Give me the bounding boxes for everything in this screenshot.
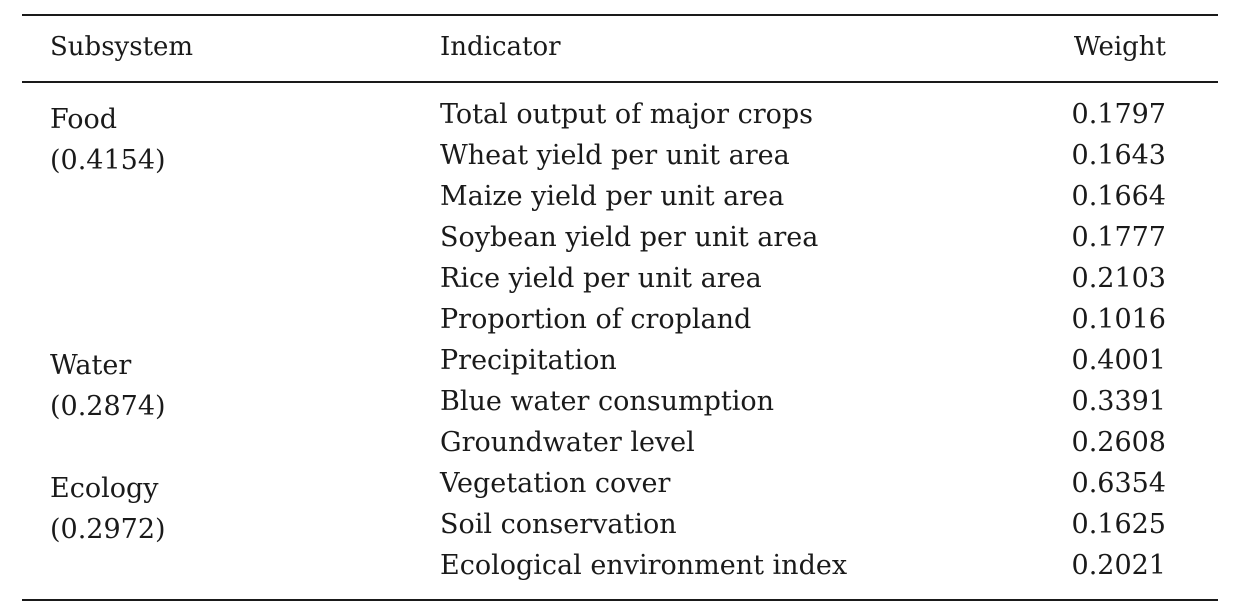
indicator-cell: Soybean yield per unit area [440,222,819,253]
indicator-cell: Total output of major crops [440,99,814,130]
indicator-cell: Ecological environment index [440,550,848,581]
table-row: Proportion of cropland 0.1016 [22,304,1218,349]
weight-cell: 0.4001 [1071,345,1166,376]
weight-cell: 0.2608 [1071,427,1166,458]
table-row: Rice yield per unit area 0.2103 [22,263,1218,308]
table-row: Maize yield per unit area 0.1664 [22,181,1218,226]
table-body: Total output of major crops 0.1797 Wheat y… [22,83,1218,599]
weight-cell: 0.1643 [1071,140,1166,171]
subsystem-weight: (0.2972) [50,514,166,545]
subsystem-name: Food [50,104,118,135]
table-row: Vegetation cover 0.6354 [22,468,1218,513]
indicator-cell: Wheat yield per unit area [440,140,790,171]
table-row: Blue water consumption 0.3391 [22,386,1218,431]
table-bottom-rule [22,599,1218,601]
header-indicator: Indicator [440,32,561,62]
table-header-rule [22,81,1218,83]
indicator-cell: Soil conservation [440,509,677,540]
table-row: Soybean yield per unit area 0.1777 [22,222,1218,267]
table-row: Wheat yield per unit area 0.1643 [22,140,1218,185]
subsystem-name: Ecology [50,473,159,504]
weight-cell: 0.1625 [1071,509,1166,540]
table-top-rule [22,14,1218,16]
weight-cell: 0.1016 [1071,304,1166,335]
indicator-cell: Blue water consumption [440,386,774,417]
weight-cell: 0.1664 [1071,181,1166,212]
weight-cell: 0.1777 [1071,222,1166,253]
weight-cell: 0.1797 [1071,99,1166,130]
indicator-cell: Groundwater level [440,427,695,458]
table-row: Ecological environment index 0.2021 [22,550,1218,595]
header-weight: Weight [1073,32,1166,62]
weight-cell: 0.3391 [1071,386,1166,417]
weight-cell: 0.6354 [1071,468,1166,499]
indicator-cell: Rice yield per unit area [440,263,762,294]
indicator-cell: Maize yield per unit area [440,181,785,212]
weight-cell: 0.2021 [1071,550,1166,581]
weight-cell: 0.2103 [1071,263,1166,294]
indicator-cell: Proportion of cropland [440,304,752,335]
table-row: Total output of major crops 0.1797 [22,99,1218,144]
indicator-cell: Vegetation cover [440,468,671,499]
subsystem-name: Water [50,350,132,381]
subsystem-weight: (0.2874) [50,391,166,422]
header-subsystem: Subsystem [50,32,194,62]
table-row: Precipitation 0.4001 [22,345,1218,390]
table-row: Groundwater level 0.2608 [22,427,1218,472]
indicator-weight-table: Subsystem Indicator Weight Total output … [22,14,1218,601]
table-header-row: Subsystem Indicator Weight [22,16,1218,81]
subsystem-weight: (0.4154) [50,145,166,176]
indicator-cell: Precipitation [440,345,617,376]
table-row: Soil conservation 0.1625 [22,509,1218,554]
